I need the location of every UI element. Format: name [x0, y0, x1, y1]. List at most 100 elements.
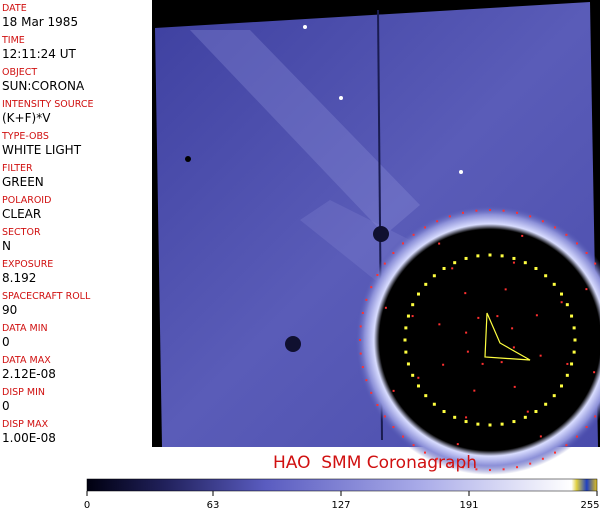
grid-dot [432, 402, 436, 406]
grid-dot [376, 274, 379, 276]
grid-dot [534, 410, 538, 414]
grid-dot [560, 384, 564, 388]
field-value: CLEAR [2, 207, 42, 221]
grid-dot [448, 462, 451, 465]
grid-dot [464, 256, 468, 260]
field-label: DISP MAX [2, 419, 49, 430]
grid-dot [566, 362, 569, 365]
grid-dot [560, 301, 563, 304]
grid-dot [529, 215, 532, 218]
grid-dot [516, 466, 519, 469]
grid-dot [477, 316, 480, 319]
grid-dot [570, 314, 574, 318]
grid-dot [512, 346, 515, 349]
grid-dot [365, 298, 368, 301]
grid-dot [594, 262, 597, 265]
grid-dot [466, 350, 469, 353]
grid-dot [516, 211, 519, 214]
grid-dot [448, 215, 451, 218]
spot [285, 336, 301, 352]
grid-dot [436, 220, 439, 223]
grid-dot [406, 314, 410, 318]
grid-dot [535, 314, 538, 317]
grid-dot [424, 226, 426, 229]
grid-dot [585, 425, 588, 428]
grid-dot [464, 420, 468, 424]
grid-dot [432, 274, 436, 278]
field-label: DATE [2, 3, 27, 14]
tick-label: 127 [331, 500, 350, 511]
grid-dot [554, 226, 556, 229]
overlay-dots [359, 209, 597, 471]
grid-dot [461, 211, 464, 214]
grid-dot [365, 379, 368, 382]
grid-dot [512, 420, 516, 424]
grid-dot [438, 323, 441, 326]
colorbar-ticks: 0 63 127 191 255 [84, 491, 600, 511]
field-label: FILTER [2, 163, 33, 174]
spot [185, 156, 191, 162]
grid-dot [585, 252, 588, 255]
grid-dot [541, 457, 544, 460]
grid-dot [572, 326, 576, 330]
grid-dot [475, 209, 478, 212]
grid-dot [416, 292, 420, 296]
grid-dot [539, 354, 542, 357]
grid-dot [411, 315, 414, 318]
field-label: DATA MAX [2, 355, 51, 366]
grid-dot [526, 410, 529, 413]
grid-dot [370, 286, 373, 289]
grid-dot [513, 385, 516, 388]
field-value: 0 [2, 335, 10, 349]
grid-dot [552, 282, 556, 286]
star [303, 25, 307, 29]
grid-dot [411, 373, 415, 377]
grid-dot [442, 410, 446, 414]
grid-dot [585, 288, 588, 291]
spot [373, 226, 389, 242]
grid-dot [575, 242, 578, 245]
grid-dot [476, 422, 480, 426]
grid-dot [438, 242, 441, 245]
grid-dot [402, 242, 405, 245]
field-value: 18 Mar 1985 [2, 15, 79, 29]
grid-dot [416, 384, 420, 388]
tick-label: 191 [459, 500, 478, 511]
grid-dot [392, 389, 395, 392]
grid-dot [392, 252, 395, 255]
grid-dot [370, 391, 373, 394]
grid-dot [552, 394, 556, 398]
field-value: WHITE LIGHT [2, 143, 82, 157]
grid-dot [500, 422, 504, 426]
grid-dot [502, 209, 505, 212]
colorbar [86, 478, 598, 492]
grid-dot [411, 303, 415, 307]
grid-dot [570, 362, 574, 366]
grid-dot [453, 261, 457, 265]
field-label: DATA MIN [2, 323, 48, 334]
grid-dot [383, 415, 386, 418]
field-value: 2.12E-08 [2, 367, 56, 381]
streamer [190, 30, 420, 235]
grid-dot [464, 292, 467, 295]
grid-dot [442, 266, 446, 270]
sun-marker [484, 312, 531, 361]
grid-dot [521, 234, 524, 237]
grid-dot [541, 220, 544, 223]
grid-dot [436, 457, 439, 460]
field-label: OBJECT [2, 67, 38, 78]
grid-dot [544, 402, 548, 406]
occulter [380, 230, 600, 450]
star [339, 96, 343, 100]
grid-dot [465, 331, 468, 334]
grid-dot [361, 311, 364, 314]
grid-dot [383, 262, 386, 265]
grid-dot [488, 423, 492, 427]
grid-dot [461, 466, 464, 469]
grid-dot [534, 266, 538, 270]
field-value: 90 [2, 303, 18, 317]
field-label: POLAROID [2, 195, 52, 206]
grid-dot [442, 363, 445, 366]
grid-dot [523, 261, 527, 265]
grid-dot [489, 209, 491, 211]
